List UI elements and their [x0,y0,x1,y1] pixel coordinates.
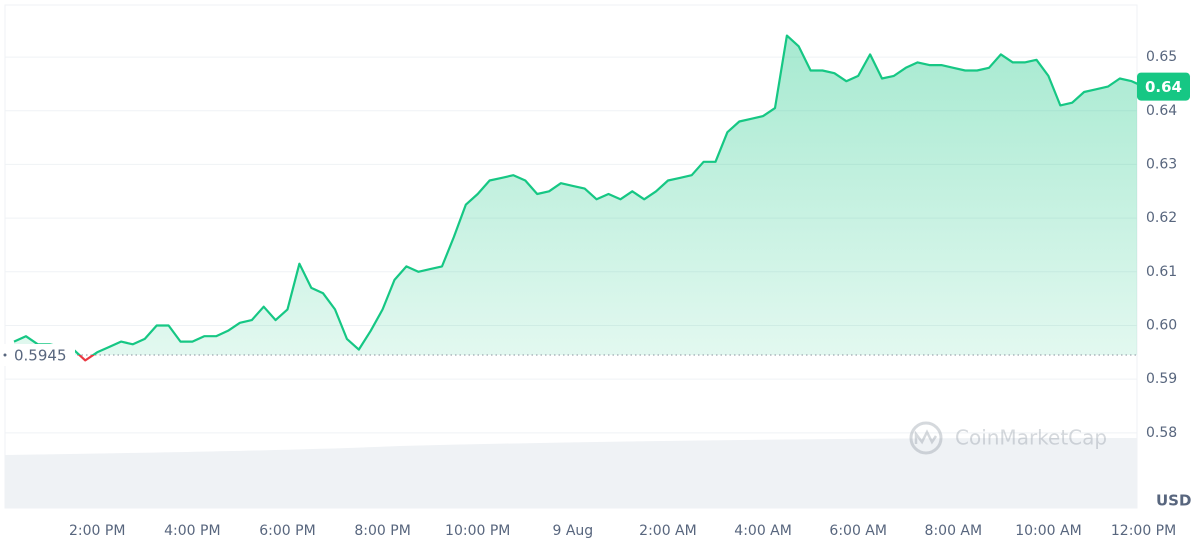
watermark: CoinMarketCap [909,421,1107,455]
reference-label: 0.5945 [14,347,67,365]
y-tick-label: 0.63 [1146,156,1177,172]
y-tick-label: 0.58 [1146,425,1177,441]
volume-area [5,438,1137,508]
last-price-label: 0.64 [1145,78,1182,96]
x-tick-label: 6:00 PM [259,523,315,539]
y-tick-label: 0.60 [1146,317,1177,333]
y-tick-label: 0.61 [1146,264,1177,280]
x-tick-label: 2:00 PM [69,523,125,539]
x-tick-label: 2:00 AM [639,523,697,539]
reference-label-bg [3,344,75,367]
reference-dot [3,353,7,357]
y-unit: USD [1156,492,1191,510]
y-tick-label: 0.65 [1146,49,1177,65]
x-tick-label: 4:00 PM [164,523,220,539]
x-tick-label: 6:00 AM [829,523,887,539]
x-tick-label: 8:00 PM [354,523,410,539]
watermark-text: CoinMarketCap [955,426,1107,450]
price-line [13,34,1137,356]
x-tick-label: 10:00 PM [445,523,510,539]
y-tick-label: 0.59 [1146,371,1177,387]
last-price-bg [1137,72,1190,101]
x-tick-label: 12:00 PM [1111,523,1176,539]
x-tick-label: 9 Aug [552,523,593,539]
x-tick-label: 10:00 AM [1015,523,1081,539]
x-tick-label: 8:00 AM [925,523,983,539]
x-tick-label: 4:00 AM [734,523,792,539]
price-area [14,35,1137,356]
y-tick-label: 0.62 [1146,210,1177,226]
line-up [13,34,1137,356]
y-tick-label: 0.64 [1146,103,1177,119]
